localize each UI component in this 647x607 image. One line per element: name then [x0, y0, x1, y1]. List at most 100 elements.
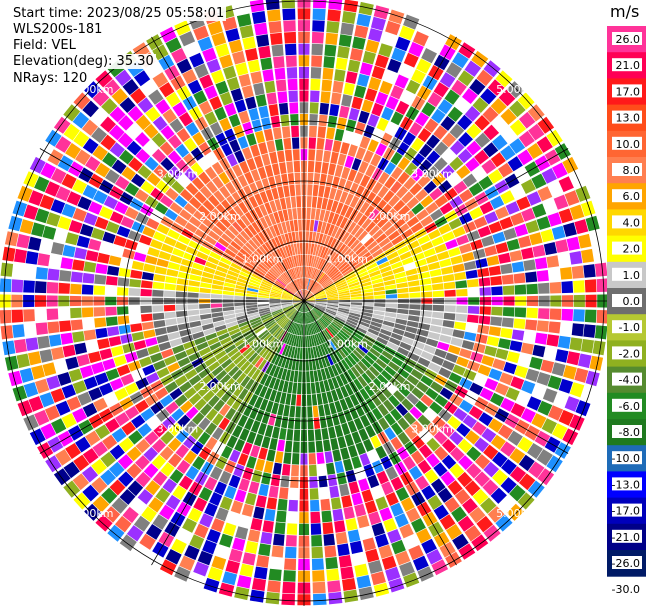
ray: [0, 301, 304, 340]
range-gate: [100, 134, 116, 151]
range-gate: [428, 229, 441, 240]
range-gate: [392, 328, 405, 336]
range-gate: [31, 222, 45, 237]
range-gate: [311, 282, 319, 292]
range-gate: [509, 340, 523, 352]
range-gate: [333, 319, 344, 328]
range-gate: [331, 413, 340, 426]
range-gate: [301, 312, 303, 324]
range-gate: [51, 418, 67, 434]
range-gate: [344, 357, 354, 368]
range-gate: [304, 301, 309, 312]
range-gate: [165, 92, 181, 108]
range-gate: [234, 438, 245, 452]
range-gate: [440, 471, 456, 486]
range-gate: [2, 340, 16, 356]
range-gate: [293, 299, 304, 301]
range-gate: [175, 304, 187, 311]
range-gate: [397, 303, 409, 309]
range-gate: [350, 290, 362, 295]
range-gate: [251, 339, 262, 349]
range-gate: [229, 449, 241, 463]
range-gate: [418, 322, 431, 331]
range-gate: [449, 123, 465, 139]
range-gate: [271, 402, 279, 415]
range-gate: [337, 153, 347, 166]
range-gate: [304, 301, 312, 310]
range-gate: [139, 356, 152, 368]
range-gate: [277, 355, 285, 367]
range-gate: [156, 258, 169, 268]
range-gate: [125, 405, 140, 420]
range-ring-label: 1.00km: [242, 337, 284, 350]
range-gate: [444, 289, 456, 297]
range-gate: [310, 499, 320, 512]
range-gate: [444, 187, 458, 201]
range-gate: [465, 157, 480, 172]
range-gate: [226, 394, 238, 407]
range-gate: [108, 255, 122, 266]
range-gate: [475, 333, 488, 344]
range-gate: [236, 314, 248, 321]
range-gate: [224, 377, 236, 390]
range-gate: [500, 190, 515, 205]
range-gate: [315, 294, 327, 299]
range-gate: [272, 326, 281, 337]
range-ring-label: 2.00km: [369, 380, 411, 393]
range-gate: [304, 289, 305, 301]
range-gate: [257, 295, 270, 299]
range-gate: [385, 208, 397, 220]
range-gate: [212, 316, 225, 323]
range-gate: [479, 287, 491, 296]
range-gate: [305, 266, 309, 278]
range-gate: [177, 174, 191, 188]
range-gate: [239, 160, 250, 174]
range-gate: [344, 155, 355, 169]
range-gate: [446, 62, 463, 78]
range-gate: [384, 225, 397, 237]
range-gate: [254, 566, 268, 580]
range-gate: [324, 342, 332, 354]
range-gate: [448, 344, 461, 355]
range-gate: [319, 102, 330, 115]
range-gate: [566, 351, 580, 366]
range-gate: [506, 351, 520, 364]
range-gate: [420, 310, 432, 318]
range-gate: [110, 345, 124, 357]
range-gate: [406, 216, 420, 228]
range-gate: [236, 357, 248, 369]
range-gate: [258, 483, 269, 497]
range-gate: [361, 285, 373, 291]
range-gate: [423, 180, 437, 194]
range-gate: [561, 281, 574, 294]
ray: [0, 278, 304, 301]
range-gate: [371, 407, 383, 421]
range-gate: [538, 308, 550, 320]
range-gate: [162, 172, 176, 187]
range-gate: [395, 36, 411, 52]
range-gate: [224, 128, 236, 142]
range-gate: [401, 398, 414, 411]
range-gate: [92, 89, 110, 107]
range-gate: [317, 258, 324, 270]
range-gate: [261, 436, 271, 449]
range-gate: [390, 476, 404, 491]
ray: [304, 116, 555, 301]
range-gate: [384, 427, 397, 441]
range-gate: [443, 312, 456, 321]
range-gate: [271, 251, 280, 263]
range-gate: [234, 586, 250, 601]
range-gate: [304, 297, 315, 301]
range-gate: [137, 97, 154, 113]
range-gate: [165, 187, 179, 201]
range-gate: [338, 295, 351, 299]
range-gate: [350, 334, 362, 344]
range-gate: [281, 368, 288, 381]
range-gate: [423, 344, 436, 355]
range-gate: [324, 367, 331, 380]
range-gate: [319, 246, 326, 258]
range-gate: [315, 303, 327, 308]
range-gate: [214, 270, 227, 278]
range-gate: [373, 5, 390, 20]
range-gate: [456, 423, 471, 437]
